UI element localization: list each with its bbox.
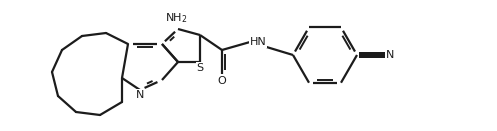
Text: N: N xyxy=(386,50,395,60)
Text: N: N xyxy=(136,90,144,100)
Text: O: O xyxy=(218,76,226,86)
Text: NH$_2$: NH$_2$ xyxy=(165,11,187,25)
Text: S: S xyxy=(196,63,204,73)
Text: HN: HN xyxy=(250,37,267,47)
